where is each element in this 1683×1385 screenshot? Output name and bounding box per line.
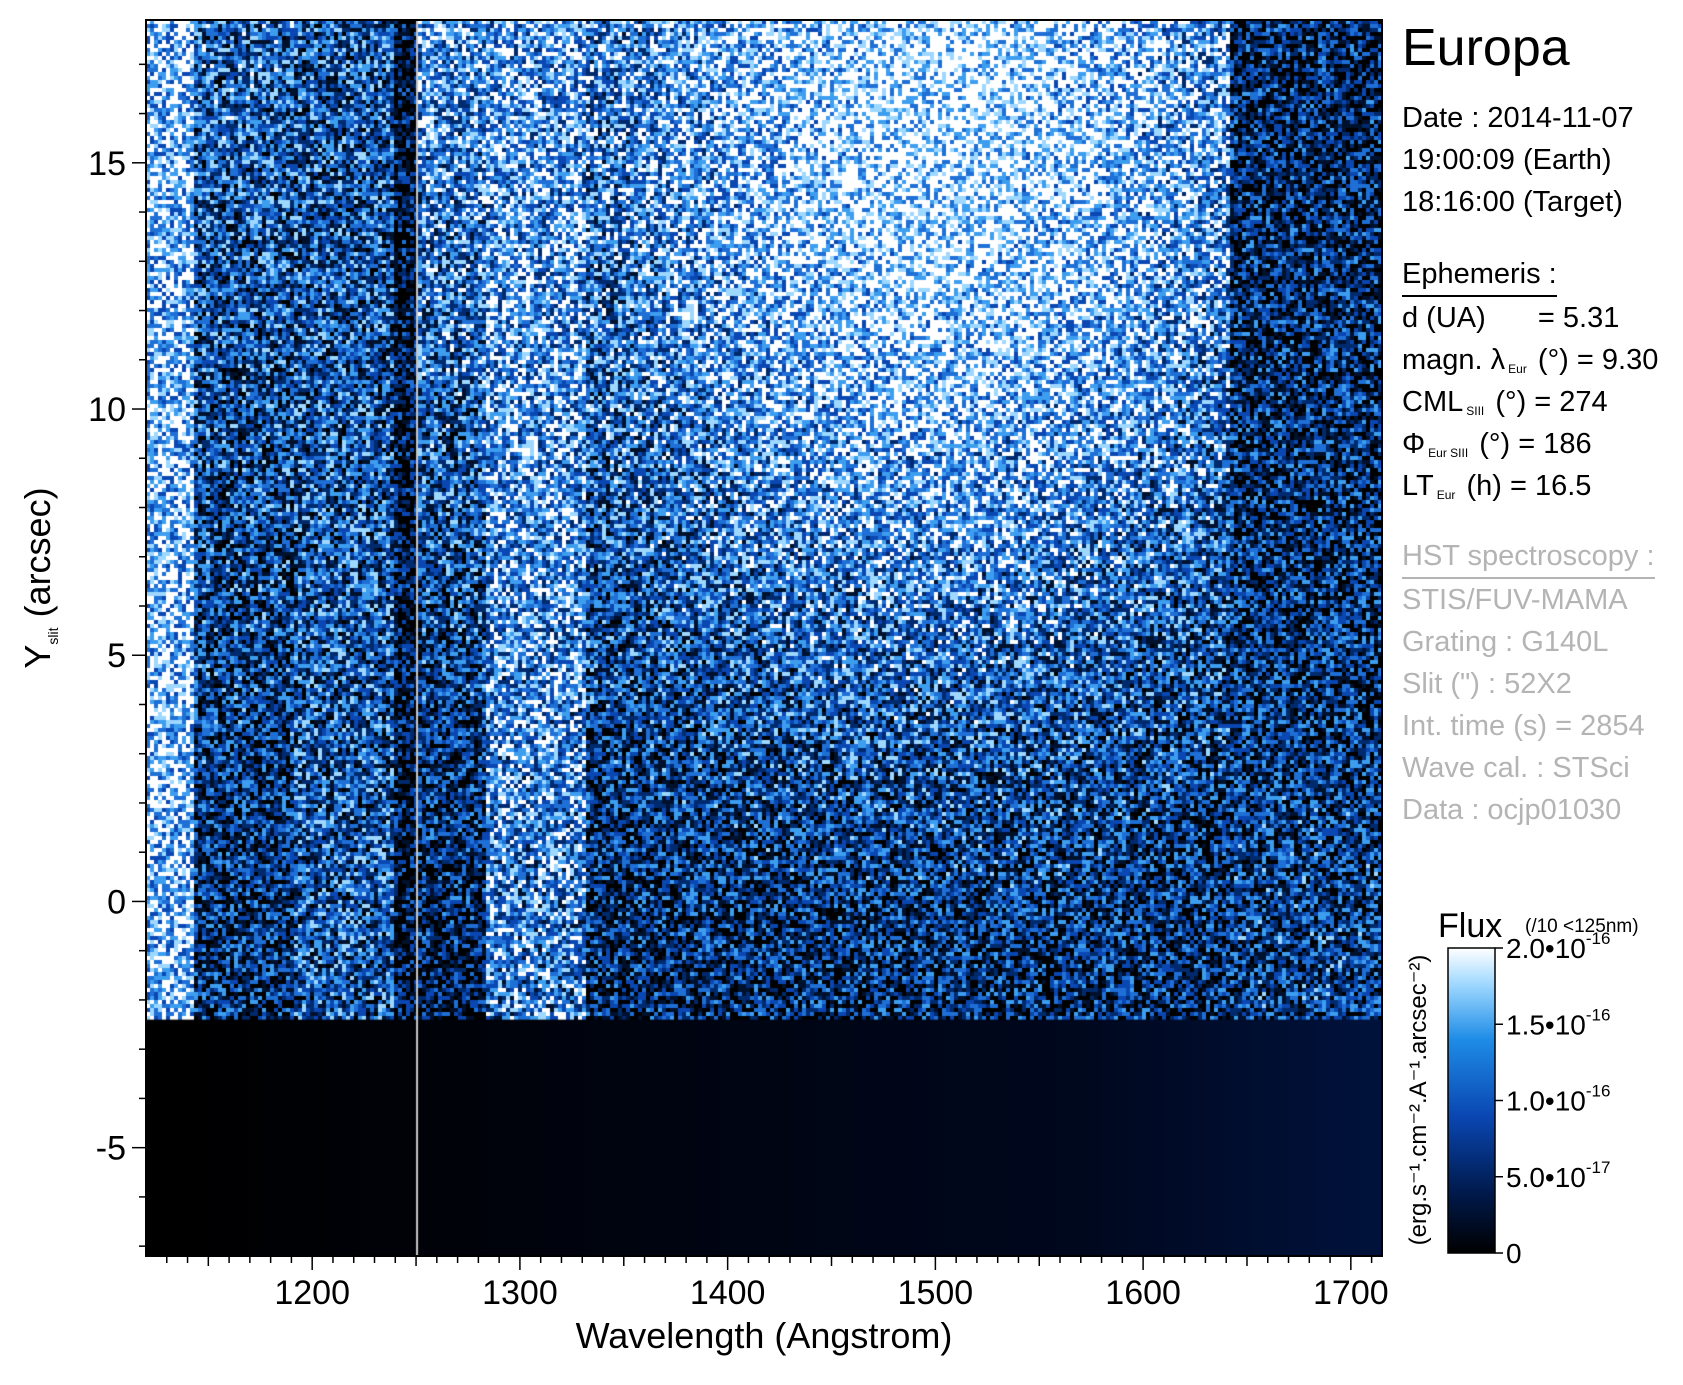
x-tick-label: 1300 bbox=[482, 1274, 558, 1312]
ephemeris-distance: d (UA) = 5.31 bbox=[1402, 302, 1619, 335]
ephemeris-unit: (°) bbox=[1495, 386, 1527, 418]
ephemeris-cml: CML SIII (°) = 274 bbox=[1402, 386, 1608, 419]
date-line: Date : 2014-11-07 bbox=[1402, 102, 1634, 134]
x-tick-label: 1700 bbox=[1313, 1274, 1389, 1312]
ephemeris-value: = 16.5 bbox=[1509, 470, 1592, 502]
ephemeris-label: Φ bbox=[1402, 428, 1426, 460]
colorbar-tick-label: 1.5•10-16 bbox=[1506, 1005, 1610, 1040]
ephemeris-value: = 274 bbox=[1534, 386, 1608, 418]
ephemeris-label: LT bbox=[1402, 470, 1434, 502]
hst-integration-time: Int. time (s) = 2854 bbox=[1402, 710, 1645, 742]
spectrogram-heatmap bbox=[146, 20, 1382, 1256]
ephemeris-value: = 5.31 bbox=[1537, 302, 1620, 334]
colorbar-tick-label: 1.0•10-16 bbox=[1506, 1082, 1610, 1117]
y-tick-label: 5 bbox=[107, 637, 126, 675]
x-tick-label: 1600 bbox=[1105, 1274, 1181, 1312]
colorbar-tick-label: 5.0•10-17 bbox=[1506, 1158, 1610, 1193]
ephemeris-label: d (UA) bbox=[1402, 302, 1486, 334]
y-axis: -5 0 5 10 15 bbox=[88, 63, 146, 1247]
ephemeris-value: = 186 bbox=[1518, 428, 1592, 460]
ephemeris-unit: (h) bbox=[1466, 470, 1502, 502]
heatmap-raster bbox=[146, 20, 1382, 1256]
ephemeris-label: CML bbox=[1402, 386, 1464, 418]
ephemeris-magnetic-latitude: magn. λ Eur (°) = 9.30 bbox=[1402, 344, 1658, 377]
hst-instrument: STIS/FUV-MAMA bbox=[1402, 584, 1628, 616]
x-tick-label: 1200 bbox=[274, 1274, 350, 1312]
colorbar-note: (/10 <125nm) bbox=[1525, 916, 1639, 937]
hst-slit: Slit (") : 52X2 bbox=[1402, 668, 1572, 700]
hst-data-id: Data : ocjp01030 bbox=[1402, 794, 1622, 826]
y-tick-label: 10 bbox=[88, 391, 126, 429]
plot-frame bbox=[145, 19, 1383, 1257]
colorbar-tick-label: 2.0•10-16 bbox=[1506, 929, 1610, 964]
ephemeris-header: Ephemeris : bbox=[1402, 258, 1557, 297]
ephemeris-subscript: Eur bbox=[1436, 488, 1456, 502]
colorbar-tick-label: 0 bbox=[1506, 1238, 1522, 1269]
earth-time-line: 19:00:09 (Earth) bbox=[1402, 144, 1612, 176]
ephemeris-subscript: Eur SIII bbox=[1428, 446, 1469, 460]
hst-header: HST spectroscopy : bbox=[1402, 540, 1655, 579]
y-axis-title: Yslit (arcsec) bbox=[17, 487, 61, 668]
ephemeris-unit: (°) bbox=[1479, 428, 1511, 460]
ephemeris-unit: (°) bbox=[1537, 344, 1569, 376]
ephemeris-phase: Φ Eur SIII (°) = 186 bbox=[1402, 428, 1592, 461]
colorbar-gradient bbox=[1447, 947, 1496, 1254]
y-title-subscript: slit bbox=[45, 627, 61, 644]
ephemeris-value: = 9.30 bbox=[1576, 344, 1659, 376]
target-time-line: 18:16:00 (Target) bbox=[1402, 186, 1623, 218]
y-title-unit: (arcsec) bbox=[17, 487, 58, 627]
ephemeris-local-time: LT Eur (h) = 16.5 bbox=[1402, 470, 1591, 503]
y-tick-label: 0 bbox=[107, 883, 126, 921]
ephemeris-label: magn. λ bbox=[1402, 344, 1506, 376]
y-tick-label: -5 bbox=[96, 1130, 126, 1168]
x-tick-label: 1500 bbox=[898, 1274, 974, 1312]
colorbar-ticks: 2.0•10-16 1.5•10-16 1.0•10-16 5.0•10-17 0 bbox=[1495, 929, 1610, 1269]
ephemeris-subscript: SIII bbox=[1466, 404, 1485, 418]
y-title-main: Y bbox=[17, 645, 58, 669]
x-axis: 1200 1300 1400 1500 1600 1700 bbox=[166, 1256, 1389, 1312]
colorbar-unit-label: (erg.s⁻¹.cm⁻².A⁻¹.arcsec⁻²) bbox=[1405, 955, 1432, 1246]
y-tick-label: 15 bbox=[88, 145, 126, 183]
hst-wave-cal: Wave cal. : STSci bbox=[1402, 752, 1630, 784]
hst-grating: Grating : G140L bbox=[1402, 626, 1609, 658]
colorbar-title: Flux bbox=[1438, 907, 1502, 945]
target-title: Europa bbox=[1402, 19, 1570, 77]
ephemeris-subscript: Eur bbox=[1508, 362, 1527, 376]
x-axis-title: Wavelength (Angstrom) bbox=[576, 1315, 953, 1356]
x-tick-label: 1400 bbox=[690, 1274, 766, 1312]
colorbar: Flux (/10 <125nm) 2.0•10-16 1.5•10-16 1.0•… bbox=[1405, 907, 1639, 1269]
